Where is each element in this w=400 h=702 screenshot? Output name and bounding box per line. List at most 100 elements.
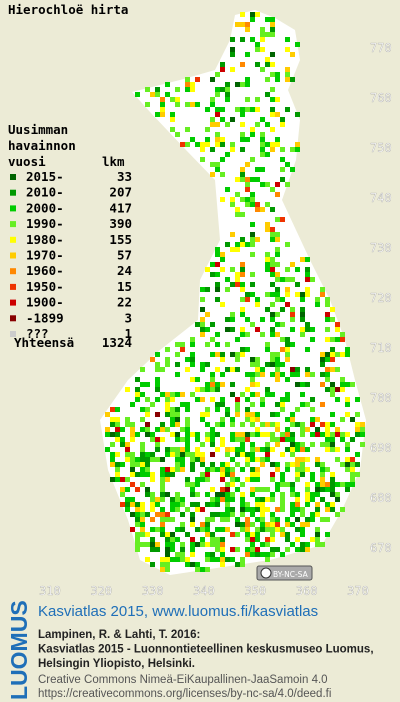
occurrence-square	[240, 432, 245, 437]
y-coordinate-label: 680	[370, 491, 392, 505]
occurrence-square	[260, 487, 265, 492]
occurrence-square	[215, 72, 220, 77]
occurrence-square	[255, 357, 260, 362]
occurrence-square	[310, 397, 315, 402]
occurrence-square	[130, 432, 135, 437]
occurrence-square	[145, 467, 150, 472]
occurrence-square	[145, 407, 150, 412]
occurrence-square	[150, 452, 155, 457]
occurrence-square	[260, 132, 265, 137]
occurrence-square	[335, 427, 340, 432]
occurrence-square	[200, 537, 205, 542]
occurrence-square	[295, 462, 300, 467]
occurrence-square	[355, 427, 360, 432]
occurrence-square	[230, 447, 235, 452]
occurrence-square	[270, 552, 275, 557]
occurrence-square	[335, 432, 340, 437]
occurrence-square	[280, 397, 285, 402]
occurrence-square	[240, 557, 245, 562]
occurrence-square	[300, 422, 305, 427]
occurrence-square	[270, 332, 275, 337]
occurrence-square	[280, 217, 285, 222]
occurrence-square	[245, 537, 250, 542]
occurrence-square	[270, 317, 275, 322]
occurrence-square	[300, 532, 305, 537]
occurrence-square	[345, 487, 350, 492]
legend-header: vuosi	[8, 154, 46, 169]
occurrence-square	[255, 537, 260, 542]
occurrence-square	[305, 547, 310, 552]
occurrence-square	[290, 307, 295, 312]
occurrence-square	[160, 112, 165, 117]
occurrence-square	[165, 537, 170, 542]
occurrence-square	[235, 517, 240, 522]
link[interactable]: Kasviatlas 2015, www.luomus.fi/kasviatla…	[38, 603, 318, 620]
occurrence-square	[240, 447, 245, 452]
occurrence-square	[290, 317, 295, 322]
occurrence-square	[295, 457, 300, 462]
occurrence-square	[145, 462, 150, 467]
occurrence-square	[185, 437, 190, 442]
legend-swatch	[10, 252, 16, 259]
occurrence-square	[165, 477, 170, 482]
occurrence-square	[265, 442, 270, 447]
occurrence-square	[250, 132, 255, 137]
occurrence-square	[165, 492, 170, 497]
occurrence-square	[205, 312, 210, 317]
legend-label: 2015-	[26, 169, 64, 184]
occurrence-square	[180, 447, 185, 452]
occurrence-square	[270, 422, 275, 427]
occurrence-square	[175, 507, 180, 512]
occurrence-square	[205, 477, 210, 482]
occurrence-square	[185, 482, 190, 487]
occurrence-square	[230, 197, 235, 202]
occurrence-square	[115, 452, 120, 457]
occurrence-square	[280, 552, 285, 557]
occurrence-square	[260, 332, 265, 337]
occurrence-square	[190, 482, 195, 487]
occurrence-square	[220, 302, 225, 307]
occurrence-square	[255, 302, 260, 307]
occurrence-square	[165, 512, 170, 517]
occurrence-square	[250, 372, 255, 377]
occurrence-square	[210, 337, 215, 342]
occurrence-square	[270, 257, 275, 262]
occurrence-square	[155, 367, 160, 372]
occurrence-square	[290, 77, 295, 82]
title: Hierochloë hirta	[8, 2, 128, 17]
occurrence-square	[185, 432, 190, 437]
occurrence-square	[280, 297, 285, 302]
occurrence-square	[205, 327, 210, 332]
occurrence-square	[230, 497, 235, 502]
occurrence-square	[335, 492, 340, 497]
occurrence-square	[245, 82, 250, 87]
occurrence-square	[270, 312, 275, 317]
occurrence-square	[265, 262, 270, 267]
occurrence-square	[200, 542, 205, 547]
occurrence-square	[240, 82, 245, 87]
occurrence-square	[165, 447, 170, 452]
occurrence-square	[205, 567, 210, 572]
occurrence-square	[140, 467, 145, 472]
y-coordinate-label: 710	[370, 341, 392, 355]
occurrence-square	[210, 497, 215, 502]
occurrence-square	[205, 287, 210, 292]
occurrence-square	[265, 432, 270, 437]
occurrence-square	[245, 527, 250, 532]
occurrence-square	[250, 542, 255, 547]
occurrence-square	[260, 37, 265, 42]
occurrence-square	[250, 457, 255, 462]
occurrence-square	[270, 267, 275, 272]
occurrence-square	[165, 402, 170, 407]
occurrence-square	[235, 282, 240, 287]
occurrence-square	[150, 472, 155, 477]
occurrence-square	[305, 502, 310, 507]
occurrence-square	[210, 552, 215, 557]
occurrence-square	[255, 382, 260, 387]
occurrence-square	[240, 12, 245, 17]
occurrence-square	[160, 367, 165, 372]
occurrence-square	[245, 332, 250, 337]
occurrence-square	[275, 427, 280, 432]
occurrence-square	[135, 532, 140, 537]
occurrence-square	[150, 92, 155, 97]
